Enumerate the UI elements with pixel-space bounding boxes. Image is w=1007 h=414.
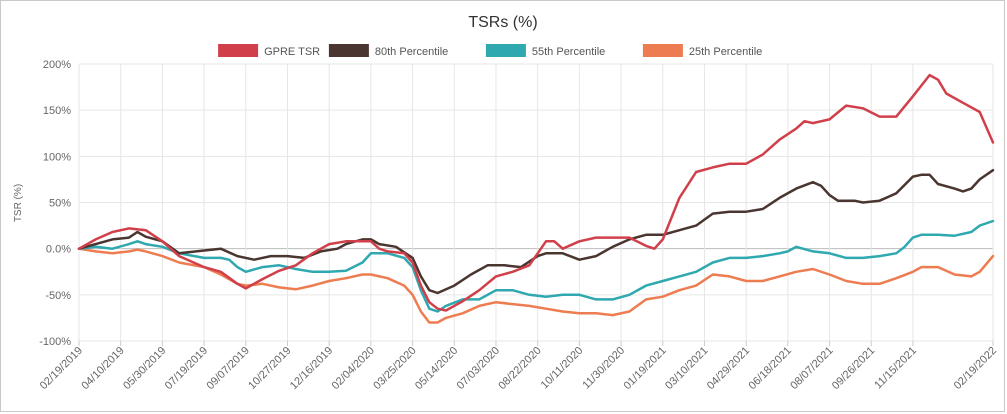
legend-swatch [642,44,683,57]
x-tick-label: 11/30/2020 [580,345,627,392]
series-group [77,73,995,324]
x-tick-label: 08/07/2021 [788,345,835,392]
series-line-55th-percentile [77,219,995,313]
y-tick-label: 150% [43,105,71,117]
x-tick-label: 06/18/2021 [747,345,794,392]
x-tick-label: 07/03/2020 [455,345,502,392]
x-tick-label: 03/25/2020 [371,345,418,392]
legend-swatch [485,44,526,57]
x-tick-label: 09/07/2019 [204,345,251,392]
x-tick-label: 10/27/2019 [246,345,293,392]
x-tick-label: 04/29/2021 [705,345,752,392]
y-tick-label: -100% [39,336,71,348]
x-tick-label: 05/30/2019 [121,345,168,392]
x-axis-ticks: 02/19/201904/10/201905/30/201907/19/2019… [38,345,999,392]
x-tick-label: 10/11/2020 [539,345,586,392]
x-tick-label: 04/10/2019 [79,345,126,392]
y-axis-label: TSR (%) [13,184,24,222]
chart-title: TSRs (%) [468,14,537,31]
legend: GPRE TSR 80th Percentile 55th Percentile 25… [218,44,762,58]
x-tick-label: 01/19/2021 [621,345,668,392]
legend-label: 80th Percentile [375,46,448,58]
legend-swatch [218,44,259,57]
legend-label: 55th Percentile [532,46,605,58]
x-tick-label: 03/10/2021 [663,345,710,392]
x-tick-label: 02/04/2020 [330,345,377,392]
y-tick-label: 50% [49,198,71,210]
y-tick-label: 200% [43,59,71,71]
series-line-80th-percentile [77,168,995,295]
x-tick-label: 08/22/2020 [496,345,543,392]
series-line-gpre-tsr [77,73,995,312]
x-tick-label: 12/16/2019 [288,345,335,392]
y-axis-ticks: -100% -50% 0.0% 50% 100% 150% 200% [39,59,71,348]
x-tick-label: 02/19/2019 [38,345,85,392]
x-tick-label: 02/19/2022 [952,345,999,392]
series-line-25th-percentile [77,247,995,324]
x-tick-label: 07/19/2019 [163,345,210,392]
x-tick-label: 05/14/2020 [413,345,460,392]
legend-label: GPRE TSR [264,46,320,58]
x-tick-label: 09/26/2021 [830,345,877,392]
legend-swatch [328,44,369,57]
y-tick-label: 0.0% [46,244,71,256]
y-tick-label: -50% [45,290,71,302]
y-tick-label: 100% [43,151,71,163]
legend-label: 25th Percentile [689,46,762,58]
x-tick-label: 11/15/2021 [872,345,919,392]
